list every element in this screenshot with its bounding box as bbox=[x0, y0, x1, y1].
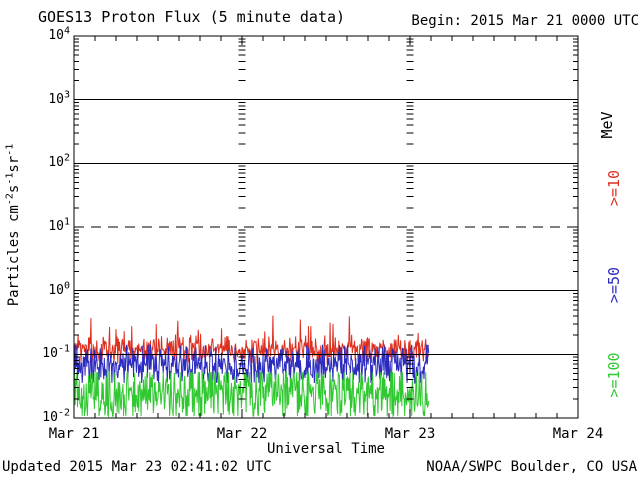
x-tick-label-mar-22: Mar 22 bbox=[216, 426, 268, 442]
updated-timestamp: Updated 2015 Mar 23 02:41:02 UTC bbox=[2, 459, 272, 475]
chart-title: GOES13 Proton Flux (5 minute data) bbox=[38, 8, 346, 26]
y-tick-label-1e-2: 10-2 bbox=[42, 407, 70, 425]
y-tick-label-1e0: 100 bbox=[48, 280, 70, 298]
y-tick-label-1e1: 101 bbox=[48, 216, 70, 234]
flux-series-gege50 bbox=[73, 344, 430, 385]
series-label-ge50: >=50 bbox=[605, 266, 623, 304]
y-tick-label-1e3: 103 bbox=[48, 89, 70, 107]
x-tick-label-mar-23: Mar 23 bbox=[384, 426, 436, 442]
y-tick-label-1e2: 102 bbox=[48, 153, 70, 171]
unit-label-mev: MeV bbox=[598, 111, 616, 139]
x-axis-title: Universal Time bbox=[266, 441, 385, 457]
x-tick-label-mar-24: Mar 24 bbox=[552, 426, 604, 442]
x-tick-label-mar-21: Mar 21 bbox=[48, 426, 100, 442]
y-axis-title: Particles cm-2s-1sr-1 bbox=[4, 143, 22, 307]
series-label-ge10: >=10 bbox=[605, 169, 623, 207]
series-label-ge100: >=100 bbox=[605, 352, 623, 398]
y-tick-label-1e-1: 10-1 bbox=[42, 344, 70, 362]
source-attribution: NOAA/SWPC Boulder, CO USA bbox=[426, 459, 637, 475]
begin-timestamp: Begin: 2015 Mar 21 0000 UTC bbox=[411, 13, 639, 29]
flux-series-gege100 bbox=[73, 370, 430, 418]
y-tick-label-1e4: 104 bbox=[48, 25, 70, 43]
